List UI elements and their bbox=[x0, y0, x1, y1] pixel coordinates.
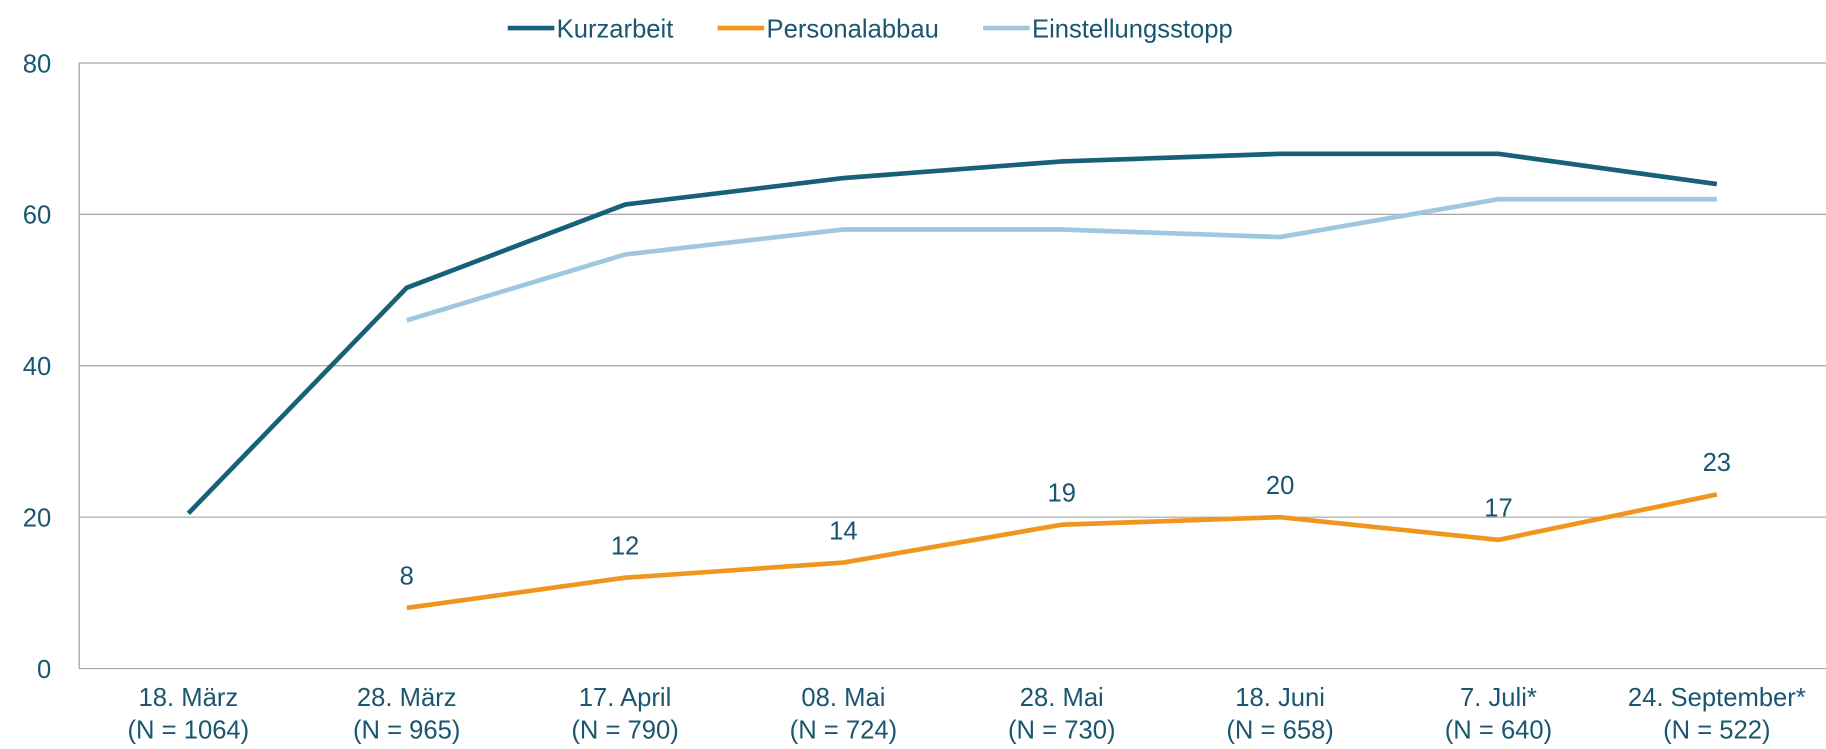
y-tick-label: 20 bbox=[23, 504, 52, 532]
data-label: 23 bbox=[1703, 449, 1732, 477]
x-tick-label: 18. März (N = 1064) bbox=[128, 684, 250, 745]
x-tick-label: 08. Mai (N = 724) bbox=[790, 684, 897, 745]
legend-label: Einstellungsstopp bbox=[1032, 15, 1233, 43]
series-line bbox=[186, 151, 1718, 515]
x-tick-label: 28. März (N = 965) bbox=[353, 684, 460, 745]
x-tick-label-line: (N = 790) bbox=[571, 716, 678, 744]
y-tick-label: 80 bbox=[23, 50, 52, 78]
data-label: 12 bbox=[611, 532, 639, 560]
data-label: 14 bbox=[829, 517, 858, 545]
x-tick-label-line: 18. März bbox=[139, 684, 239, 712]
x-tick-label-line: (N = 965) bbox=[353, 716, 460, 744]
data-label: 19 bbox=[1048, 479, 1076, 507]
x-tick-label-line: (N = 730) bbox=[1008, 716, 1115, 744]
x-tick-label-line: (N = 522) bbox=[1663, 716, 1770, 744]
x-tick-label-line: 24. September* bbox=[1628, 684, 1806, 712]
x-tick-label-line: (N = 640) bbox=[1445, 716, 1552, 744]
x-tick-label-line: (N = 1064) bbox=[128, 716, 250, 744]
x-tick-label-line: 17. April bbox=[579, 684, 672, 712]
x-tick-label-line: 08. Mai bbox=[801, 684, 885, 712]
x-tick-label-line: (N = 658) bbox=[1226, 716, 1333, 744]
legend-label: Kurzarbeit bbox=[557, 15, 674, 43]
x-tick-label-line: 18. Juni bbox=[1235, 684, 1325, 712]
data-label: 20 bbox=[1266, 472, 1295, 500]
x-tick-label-line: 28. Mai bbox=[1020, 684, 1104, 712]
series-line bbox=[406, 492, 1718, 611]
series-line bbox=[406, 196, 1717, 323]
x-tick-label-line: 28. März bbox=[357, 684, 457, 712]
data-label: 17 bbox=[1484, 495, 1513, 523]
data-label: 8 bbox=[400, 563, 414, 591]
legend: Kurzarbeit Personalabbau Einstellungsstopp bbox=[507, 15, 1233, 43]
y-tick-label: 40 bbox=[23, 353, 52, 381]
x-tick-label: 24. September* (N = 522) bbox=[1628, 684, 1806, 745]
y-tick-label: 0 bbox=[37, 656, 51, 684]
x-tick-label: 7. Juli* (N = 640) bbox=[1445, 684, 1552, 745]
x-tick-label: 17. April (N = 790) bbox=[571, 684, 678, 745]
x-tick-label-line: 7. Juli* bbox=[1460, 684, 1537, 712]
x-tick-label-line: (N = 724) bbox=[790, 716, 897, 744]
y-tick-label: 60 bbox=[23, 202, 52, 230]
x-tick-label: 18. Juni (N = 658) bbox=[1226, 684, 1333, 745]
x-tick-label: 28. Mai (N = 730) bbox=[1008, 684, 1115, 745]
legend-label: Personalabbau bbox=[767, 15, 939, 43]
